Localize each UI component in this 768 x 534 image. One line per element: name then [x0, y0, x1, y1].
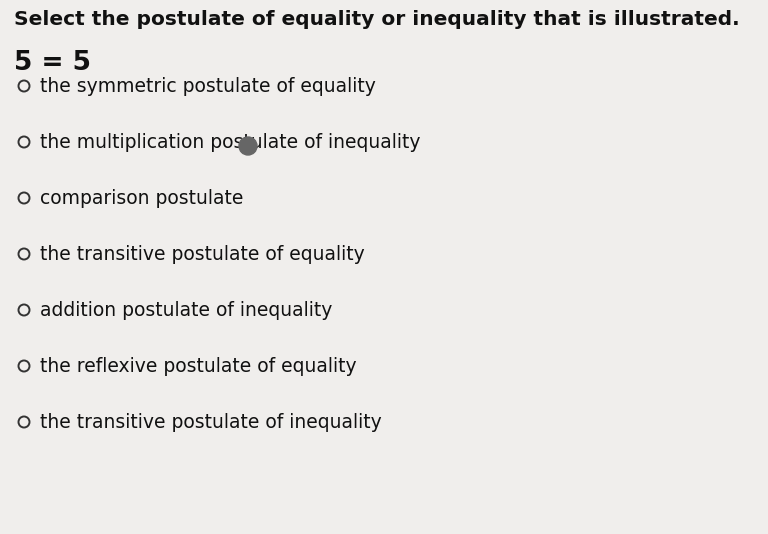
- Text: addition postulate of inequality: addition postulate of inequality: [40, 301, 333, 319]
- Text: Select the postulate of equality or inequality that is illustrated.: Select the postulate of equality or ineq…: [14, 10, 740, 29]
- Text: the multiplication postulate of inequality: the multiplication postulate of inequali…: [40, 132, 421, 152]
- Text: the symmetric postulate of equality: the symmetric postulate of equality: [40, 76, 376, 96]
- Circle shape: [239, 137, 257, 155]
- Text: the transitive postulate of inequality: the transitive postulate of inequality: [40, 412, 382, 431]
- Text: the transitive postulate of equality: the transitive postulate of equality: [40, 245, 365, 263]
- Text: 5 = 5: 5 = 5: [14, 50, 91, 76]
- Text: comparison postulate: comparison postulate: [40, 189, 243, 208]
- Text: the reflexive postulate of equality: the reflexive postulate of equality: [40, 357, 356, 375]
